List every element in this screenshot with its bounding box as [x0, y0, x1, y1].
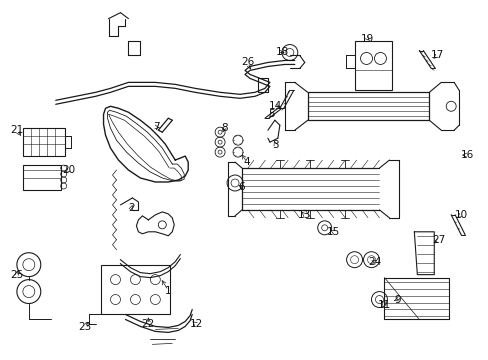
Text: 14: 14 [269, 101, 282, 111]
Text: 26: 26 [241, 58, 254, 67]
Text: 24: 24 [367, 257, 380, 267]
Text: 21: 21 [10, 125, 23, 135]
Text: 6: 6 [238, 182, 245, 192]
Text: 10: 10 [454, 210, 467, 220]
Bar [23, 165, 61, 190]
Text: 25: 25 [10, 270, 23, 280]
Text: 20: 20 [62, 165, 75, 175]
Text: 3: 3 [272, 140, 279, 150]
Text: 1: 1 [164, 285, 171, 296]
Text: 7: 7 [153, 122, 159, 132]
Text: 23: 23 [78, 323, 91, 332]
Text: 13: 13 [298, 210, 311, 220]
Text: 16: 16 [460, 150, 473, 160]
Text: 12: 12 [189, 319, 203, 329]
Text: 27: 27 [432, 235, 445, 245]
Text: 17: 17 [430, 50, 443, 60]
Text: 19: 19 [360, 33, 373, 44]
Text: 8: 8 [220, 123, 227, 133]
Bar [101, 265, 170, 315]
Text: 15: 15 [326, 227, 340, 237]
Text: 18: 18 [276, 48, 289, 58]
Text: 11: 11 [377, 300, 390, 310]
Text: 22: 22 [142, 319, 155, 329]
Text: 2: 2 [128, 203, 135, 213]
Text: 4: 4 [243, 157, 250, 167]
Bar [354, 41, 392, 90]
Text: 5: 5 [268, 109, 275, 119]
Bar [23, 128, 64, 156]
Text: 9: 9 [393, 294, 400, 305]
